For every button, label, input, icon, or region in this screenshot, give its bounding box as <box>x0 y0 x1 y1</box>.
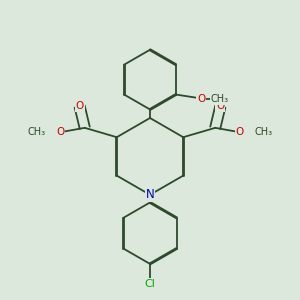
Text: O: O <box>197 94 206 104</box>
Text: Cl: Cl <box>145 279 155 290</box>
Text: O: O <box>56 127 64 137</box>
Text: O: O <box>236 127 244 137</box>
Text: CH₃: CH₃ <box>254 127 272 137</box>
Text: N: N <box>146 188 154 201</box>
Text: O: O <box>216 101 224 112</box>
Text: CH₃: CH₃ <box>28 127 46 137</box>
Text: CH₃: CH₃ <box>210 94 228 104</box>
Text: O: O <box>76 101 84 112</box>
